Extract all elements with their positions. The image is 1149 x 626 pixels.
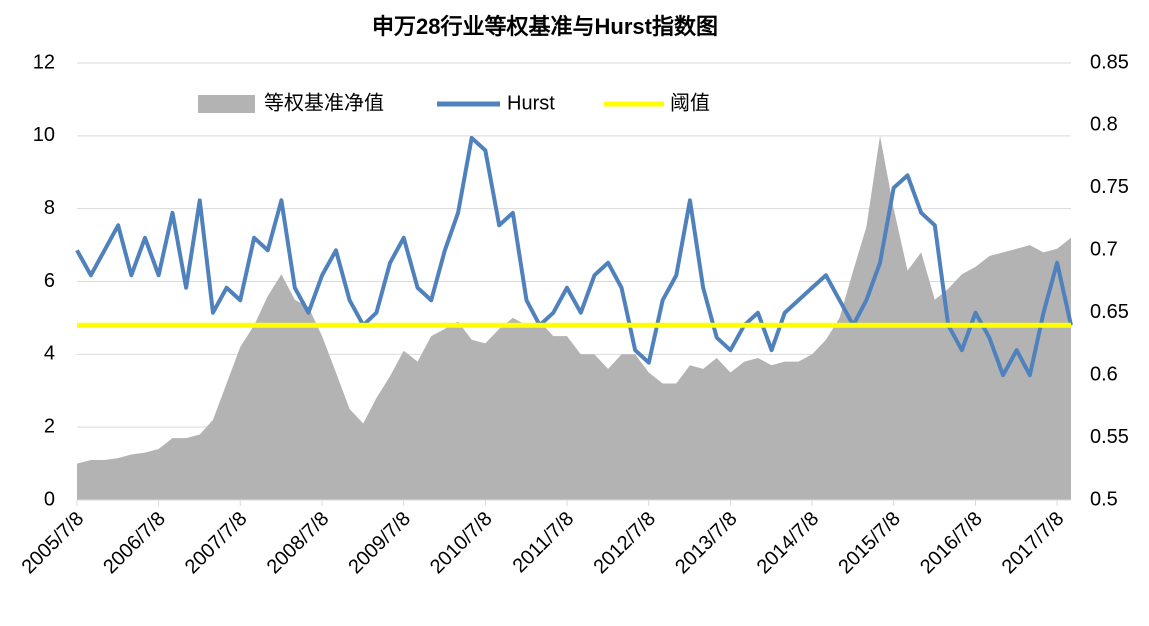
x-tick-label: 2016/7/8 (916, 508, 987, 579)
y2-tick-label: 0.6 (1090, 363, 1118, 385)
x-tick-label: 2005/7/8 (18, 508, 89, 579)
legend-swatch (198, 95, 255, 113)
x-tick-label: 2017/7/8 (998, 508, 1069, 579)
x-tick-label: 2012/7/8 (589, 508, 660, 579)
y2-tick-label: 0.55 (1090, 426, 1129, 448)
x-tick-label: 2013/7/8 (671, 508, 742, 579)
legend-label: 等权基准净值 (264, 91, 384, 114)
y2-tick-label: 0.75 (1090, 176, 1129, 198)
x-tick-label: 2015/7/8 (834, 508, 905, 579)
y2-tick-label: 0.7 (1090, 239, 1118, 261)
y-tick-label: 2 (44, 415, 55, 437)
x-tick-label: 2010/7/8 (426, 508, 497, 579)
y-tick-label: 4 (44, 343, 55, 365)
x-tick-label: 2009/7/8 (344, 508, 415, 579)
x-tick-label: 2007/7/8 (181, 508, 252, 579)
y2-tick-label: 0.8 (1090, 114, 1118, 136)
area (77, 135, 1071, 501)
y-tick-label: 12 (33, 51, 55, 73)
x-tick-label: 2014/7/8 (753, 508, 824, 579)
legend-label: Hurst (507, 92, 555, 114)
y-tick-label: 8 (44, 197, 55, 219)
x-tick-label: 2011/7/8 (509, 508, 579, 578)
y-tick-label: 0 (44, 488, 55, 510)
x-tick-label: 2008/7/8 (263, 508, 334, 579)
y-tick-label: 10 (33, 124, 55, 146)
y2-tick-label: 0.65 (1090, 301, 1129, 323)
line (75, 135, 1073, 378)
legend-label: 阈值 (670, 91, 710, 114)
chart-title: 申万28行业等权基准与Hurst指数图 (372, 14, 718, 39)
x-tick-label: 2006/7/8 (99, 508, 170, 579)
y2-tick-label: 0.85 (1090, 51, 1129, 73)
y2-tick-label: 0.5 (1090, 488, 1118, 510)
y-tick-label: 6 (44, 270, 55, 292)
